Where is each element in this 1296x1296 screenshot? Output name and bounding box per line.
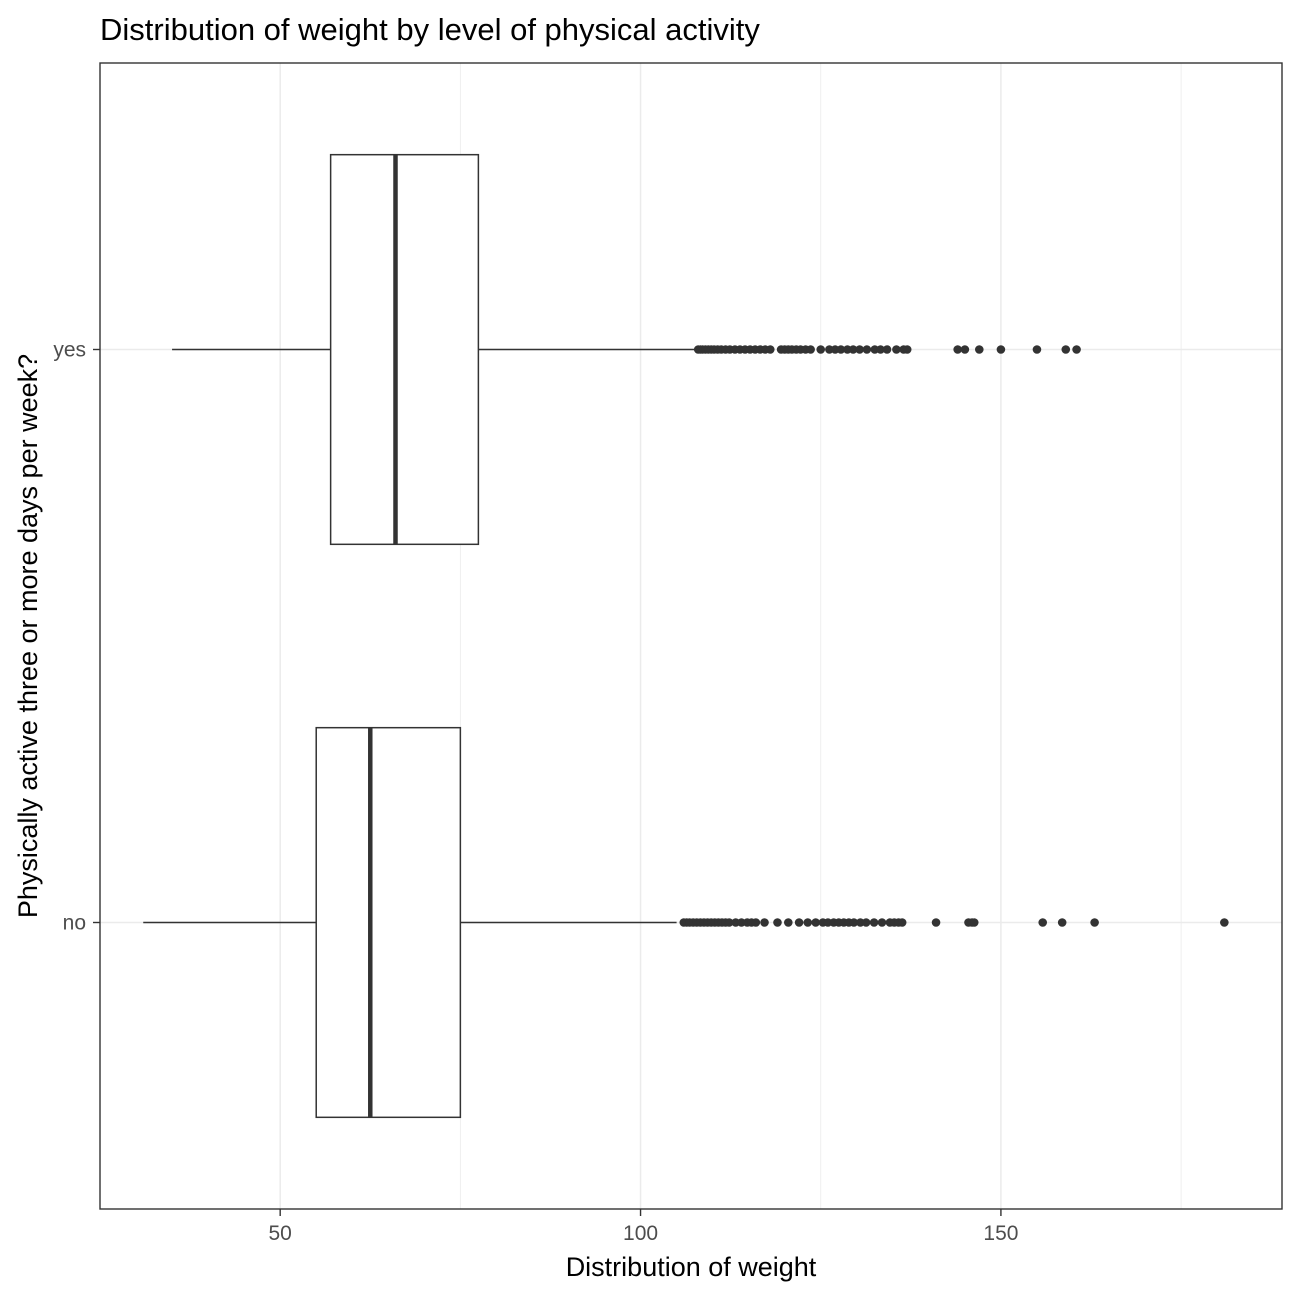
x-axis-title: Distribution of weight	[566, 1252, 817, 1282]
outlier-point-no	[877, 918, 887, 927]
outlier-point-yes	[1032, 345, 1042, 354]
outlier-point-yes	[816, 345, 826, 354]
outlier-point-yes	[1061, 345, 1071, 354]
y-tick-label-yes: yes	[53, 339, 86, 362]
iqr-box-no	[315, 726, 462, 1119]
box-no	[143, 726, 677, 1119]
outlier-point-no	[897, 918, 907, 927]
outlier-point-no	[1038, 918, 1048, 927]
outlier-point-no	[1057, 918, 1067, 927]
outlier-point-no	[724, 918, 734, 927]
outlier-point-yes	[876, 345, 885, 354]
outlier-point-yes	[960, 345, 970, 354]
outlier-point-no	[760, 918, 769, 927]
outlier-point-yes	[892, 345, 901, 354]
x-tick-label: 100	[623, 1222, 658, 1245]
grid-lines	[99, 63, 1282, 1209]
outlier-point-no	[773, 918, 782, 927]
outlier-point-no	[1090, 918, 1099, 927]
y-axis-ticks: yes no	[53, 339, 100, 935]
y-tick-label-no: no	[63, 912, 86, 935]
outlier-point-no	[783, 918, 793, 927]
outlier-point-no	[931, 918, 941, 927]
outlier-point-yes	[996, 345, 1006, 354]
outlier-point-no	[803, 918, 813, 927]
iqr-box-yes	[329, 153, 480, 546]
y-axis-title: Physically active three or more days per…	[13, 354, 43, 918]
outlier-point-yes	[862, 345, 872, 354]
outlier-point-yes	[806, 345, 815, 354]
box-yes	[172, 153, 695, 546]
outlier-point-yes	[902, 345, 912, 354]
outlier-point-yes	[974, 345, 984, 354]
x-axis-ticks: 50 100 150	[269, 1209, 1018, 1245]
chart-title: Distribution of weight by level of physi…	[100, 12, 760, 47]
x-tick-label: 150	[983, 1222, 1018, 1245]
outlier-point-no	[1220, 918, 1229, 927]
outlier-points	[679, 345, 1229, 927]
outlier-point-yes	[953, 345, 962, 354]
outlier-point-yes	[765, 345, 775, 354]
outlier-point-yes	[836, 345, 846, 354]
outlier-point-yes	[848, 345, 858, 354]
outlier-point-no	[969, 918, 979, 927]
outlier-point-yes	[882, 345, 892, 354]
outlier-point-no	[861, 918, 871, 927]
outlier-point-no	[869, 918, 879, 927]
outlier-point-yes	[855, 345, 864, 354]
x-tick-label: 50	[269, 1222, 292, 1245]
panel-border	[99, 62, 1283, 1210]
outlier-point-yes	[1072, 345, 1081, 354]
outlier-point-no	[794, 918, 804, 927]
box-series	[143, 153, 695, 1119]
outlier-point-no	[849, 918, 859, 927]
outlier-point-no	[811, 918, 820, 927]
outlier-point-no	[751, 918, 761, 927]
